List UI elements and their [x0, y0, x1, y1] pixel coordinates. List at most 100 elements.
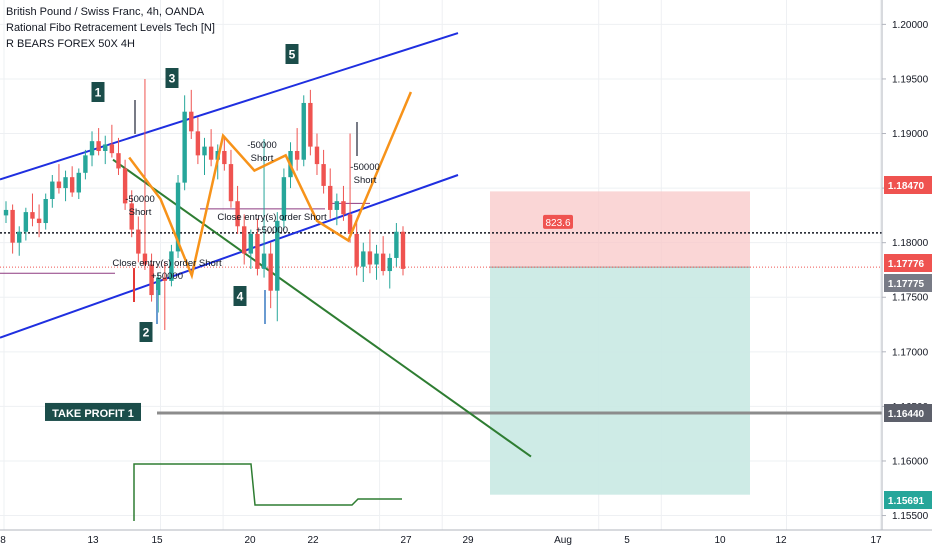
order-annotation: +50000 — [256, 225, 288, 236]
wave-label-4: 4 — [233, 286, 247, 306]
candle-body — [208, 146, 214, 160]
candle-body — [202, 146, 207, 156]
elliott-wave-path — [128, 91, 413, 280]
candle-body — [387, 257, 392, 272]
order-annotation: -50000 — [350, 162, 380, 173]
take-profit-label: TAKE PROFIT 1 — [45, 402, 141, 421]
candle-body — [242, 226, 247, 254]
candle-body — [169, 251, 174, 281]
order-annotation: Short — [129, 207, 152, 218]
take-profit-label-text: TAKE PROFIT 1 — [52, 408, 134, 420]
order-annotation: -50000 — [125, 194, 155, 205]
candle-body — [10, 209, 15, 243]
time-axis[interactable]: 8 13 15 20 22 27 29 Aug 5 10 12 17 — [0, 529, 932, 550]
candle-body — [149, 264, 154, 296]
price-tick-label: 1.19000 — [892, 129, 929, 140]
price-badge: 1.16440 — [884, 404, 932, 422]
candle-body — [354, 233, 359, 267]
candle-body — [50, 181, 55, 200]
time-tick-label: 15 — [151, 535, 163, 546]
candle-body — [367, 251, 373, 265]
candle-body — [394, 231, 399, 258]
wave-label-text: 1 — [95, 86, 102, 100]
candle-body — [142, 253, 148, 265]
candle-body — [175, 182, 181, 252]
candle-body — [301, 102, 306, 160]
wave-label-bg — [91, 82, 105, 102]
order-annotation: Short — [354, 175, 377, 186]
candle-body — [248, 233, 254, 254]
candle-body — [347, 214, 353, 234]
wave-label-bg — [285, 44, 299, 64]
position-label-bg — [543, 214, 573, 229]
time-tick-label: 27 — [400, 535, 412, 546]
time-tick-label: 5 — [624, 535, 630, 546]
price-badge-text: 1.16440 — [888, 409, 925, 420]
price-badge-text: 1.17775 — [888, 279, 925, 290]
candle-body — [314, 146, 320, 165]
candle-body — [321, 164, 326, 186]
take-profit-label-bg — [45, 402, 141, 421]
price-badge-bg — [884, 254, 932, 272]
price-badge: 1.18470 — [884, 176, 932, 194]
candle-body — [162, 277, 167, 281]
candle-body — [36, 218, 42, 224]
candle-body — [63, 177, 68, 189]
candle-body — [361, 251, 366, 267]
candle-body — [341, 201, 346, 215]
take-profit-zone — [490, 267, 750, 495]
candle-body — [155, 277, 161, 296]
stop-loss-zone — [490, 191, 750, 268]
candle-body — [261, 253, 267, 269]
candle-body — [103, 144, 108, 151]
candle-body — [30, 212, 35, 219]
price-axis[interactable]: 1.200001.195001.190001.185001.180001.175… — [881, 0, 932, 550]
price-tick-label: 1.18000 — [892, 238, 929, 249]
candle-body — [380, 253, 386, 272]
price-badge-text: 1.18470 — [888, 181, 925, 192]
grid-lines — [0, 0, 882, 530]
price-badge-bg — [884, 404, 932, 422]
position-label-text: 823.6 — [545, 218, 570, 229]
price-tick-label: 1.15500 — [892, 511, 929, 522]
channel-upper-line — [0, 32, 459, 181]
candle-body — [116, 153, 121, 169]
indicator-title: Rational Fibo Retracement Levels Tech [N… — [6, 22, 215, 34]
candle-body — [69, 177, 75, 193]
candle-body — [89, 141, 95, 156]
candle-body — [268, 253, 273, 291]
price-badge-bg — [884, 491, 932, 509]
price-tick-label: 1.17000 — [892, 347, 929, 358]
drawing-lines: TAKE PROFIT 1 — [0, 32, 882, 458]
candle-body — [334, 201, 340, 210]
price-tick-label: 1.16000 — [892, 456, 929, 467]
symbol-title: British Pound / Swiss Franc, 4h, OANDA — [6, 6, 205, 18]
candle-body — [328, 185, 333, 210]
candle-body — [255, 233, 260, 269]
candle-body — [275, 220, 280, 291]
wave-label-bg — [165, 68, 179, 88]
order-annotation: +50000 — [151, 271, 183, 282]
equity-curve — [133, 463, 402, 521]
candle-body — [281, 177, 287, 221]
candle-body — [122, 168, 128, 204]
wave-label-text: 4 — [237, 290, 244, 304]
candle-body — [308, 102, 313, 147]
channel-lower-line — [0, 174, 459, 339]
candle-body — [195, 131, 201, 156]
candle-body — [76, 172, 81, 193]
candle-body — [109, 144, 115, 154]
price-badge: 1.15691 — [884, 491, 932, 509]
time-tick-label: Aug — [554, 535, 572, 546]
time-tick-label: 22 — [307, 535, 319, 546]
time-tick-label: 20 — [244, 535, 256, 546]
wave-label-text: 2 — [143, 326, 150, 340]
time-axis-bg — [0, 530, 932, 550]
position-label: 823.6 — [543, 214, 573, 229]
time-tick-label: 13 — [87, 535, 99, 546]
order-annotation: Close entry(s) order Short — [217, 212, 327, 223]
price-badge-bg — [884, 176, 932, 194]
wave-label-5: 5 — [285, 44, 299, 64]
candle-body — [136, 229, 141, 254]
